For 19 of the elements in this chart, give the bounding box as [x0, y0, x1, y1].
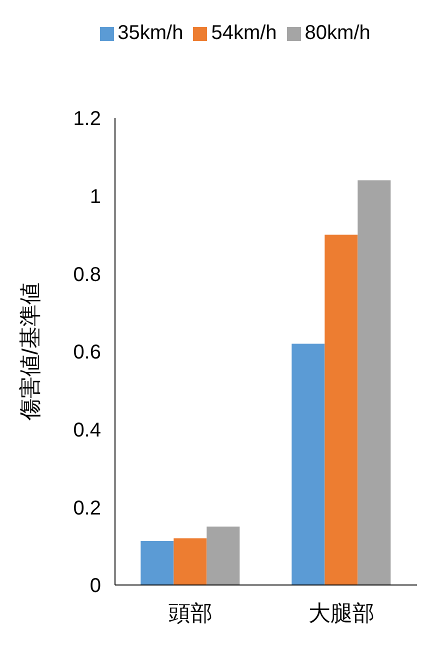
bar: [324, 234, 358, 585]
bar: [292, 344, 325, 585]
x-tick-label: 大腿部: [308, 600, 374, 626]
y-tick-label: 1.2: [73, 108, 101, 130]
y-axis-title: 傷害値/基準値: [18, 282, 42, 422]
legend-label: 35km/h: [118, 22, 184, 44]
y-tick-label: 0.6: [73, 342, 101, 364]
y-tick-label: 0: [90, 575, 101, 598]
y-tick-label: 0.8: [73, 264, 101, 286]
y-tick-label: 1: [90, 186, 101, 208]
x-tick-label: 頭部: [168, 600, 212, 626]
bar: [206, 526, 240, 585]
y-tick-label: 0.4: [73, 419, 101, 442]
legend-label: 54km/h: [211, 22, 277, 44]
bar: [140, 541, 174, 585]
bar: [174, 538, 207, 585]
bar: [358, 180, 391, 585]
y-tick-label: 0.2: [73, 497, 101, 520]
legend-label: 80km/h: [304, 22, 370, 44]
